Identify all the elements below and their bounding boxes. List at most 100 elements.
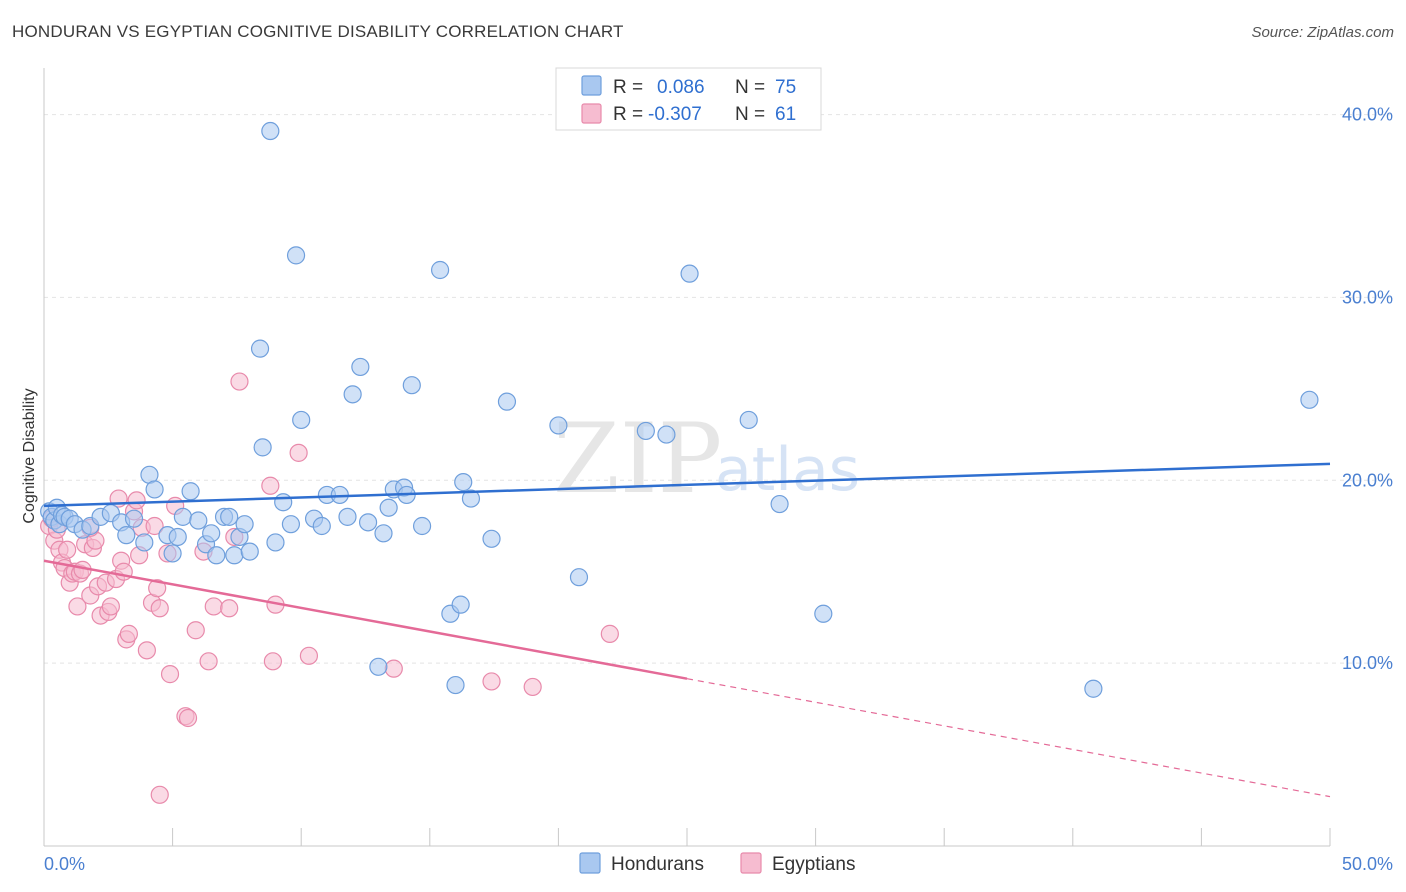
honduran-trend-line — [43, 462, 1331, 508]
honduran-point-61 — [451, 595, 470, 614]
egyptian-trend-line — [43, 559, 688, 680]
watermark-atlas: atlas — [715, 435, 860, 505]
egyptian-point-54 — [299, 646, 319, 665]
honduran-point-38 — [274, 493, 293, 512]
honduran-point-50 — [369, 657, 388, 676]
honduran-point-35 — [253, 438, 272, 457]
legend-swatch-hondurans — [581, 75, 602, 96]
chart-title: HONDURAN VS EGYPTIAN COGNITIVE DISABILIT… — [12, 22, 624, 41]
egyptian-trend-line-extension — [686, 678, 1331, 798]
trend-lines — [43, 462, 1331, 798]
y-tick-label-20: 20.0% — [1342, 470, 1393, 490]
honduran-points — [40, 121, 1319, 698]
legend-n-value-hondurans: 75 — [775, 77, 796, 98]
honduran-point-58 — [430, 260, 450, 280]
honduran-point-41 — [292, 410, 311, 430]
honduran-point-27 — [207, 546, 226, 565]
honduran-point-67 — [569, 568, 589, 587]
egyptian-point-43 — [186, 621, 205, 640]
legend-n-label-hondurans: N = — [735, 77, 765, 98]
egyptian-points — [40, 372, 619, 804]
x-tick-label-50: 50.0% — [1342, 854, 1393, 874]
bottom-legend-label-egyptians: Egyptians — [772, 854, 855, 875]
source-credit: Source: ZipAtlas.com — [1251, 24, 1394, 41]
honduran-point-73 — [814, 604, 833, 623]
legend-r-label-hondurans: R = — [613, 77, 643, 98]
egyptian-point-49 — [230, 372, 249, 391]
egyptian-point-28 — [119, 624, 138, 643]
legend-r-value-egyptians: -0.307 — [648, 104, 702, 125]
egyptian-point-7 — [58, 540, 77, 559]
bottom-legend: Hondurans Egyptians — [579, 852, 855, 875]
honduran-point-37 — [266, 533, 285, 552]
honduran-point-75 — [1300, 390, 1319, 409]
egyptian-point-33 — [137, 641, 156, 660]
egyptian-point-22 — [101, 597, 120, 616]
y-tick-labels: 10.0% 20.0% 30.0% 40.0% — [1342, 105, 1393, 674]
honduran-point-29 — [220, 507, 239, 526]
egyptian-point-47 — [220, 599, 239, 618]
honduran-point-64 — [482, 529, 501, 548]
egyptian-point-42 — [178, 708, 198, 728]
honduran-point-65 — [497, 392, 517, 411]
egyptian-point-57 — [523, 677, 542, 697]
egyptian-point-55 — [384, 659, 403, 678]
egyptian-point-56 — [482, 672, 501, 691]
honduran-point-74 — [1084, 679, 1103, 698]
bottom-legend-swatch-egyptians — [740, 852, 762, 874]
honduran-point-71 — [739, 410, 758, 430]
egyptian-point-53 — [289, 443, 308, 462]
egyptian-point-35 — [145, 516, 164, 536]
egyptian-point-51 — [263, 652, 283, 671]
honduran-point-51 — [374, 524, 393, 543]
egyptian-point-37 — [150, 599, 169, 618]
honduran-point-39 — [281, 515, 301, 534]
egyptian-point-58 — [600, 624, 619, 643]
honduran-point-63 — [461, 489, 481, 508]
honduran-point-72 — [770, 494, 789, 514]
honduran-point-48 — [351, 357, 370, 377]
honduran-point-34 — [250, 339, 270, 358]
honduran-point-68 — [636, 421, 655, 441]
honduran-point-18 — [145, 480, 164, 499]
bottom-legend-swatch-hondurans — [579, 852, 601, 874]
honduran-point-14 — [117, 526, 136, 545]
x-axis-ticks — [43, 828, 1331, 846]
honduran-point-23 — [181, 482, 200, 501]
honduran-point-21 — [168, 527, 187, 547]
y-tick-label-40: 40.0% — [1342, 105, 1393, 125]
honduran-point-62 — [454, 473, 473, 492]
egyptian-point-39 — [160, 665, 180, 684]
legend-r-label-egyptians: R = — [613, 104, 643, 125]
bottom-legend-label-hondurans: Hondurans — [611, 854, 704, 875]
legend-n-value-egyptians: 61 — [775, 104, 796, 125]
legend-n-label-egyptians: N = — [735, 104, 765, 125]
watermark: ZIP atlas — [553, 403, 860, 515]
honduran-point-49 — [358, 513, 378, 532]
honduran-point-30 — [225, 546, 244, 565]
honduran-point-47 — [343, 385, 362, 404]
egyptian-point-36 — [148, 579, 167, 598]
honduran-point-69 — [657, 425, 676, 444]
honduran-point-60 — [446, 675, 465, 695]
legend-swatch-egyptians — [581, 103, 602, 124]
egyptian-point-59 — [150, 785, 169, 804]
honduran-point-43 — [312, 516, 331, 536]
egyptian-point-30 — [127, 491, 146, 510]
y-tick-label-10: 10.0% — [1342, 653, 1393, 673]
egyptian-point-50 — [261, 476, 280, 495]
honduran-point-46 — [338, 507, 357, 526]
honduran-point-36 — [261, 121, 280, 141]
honduran-point-26 — [202, 524, 221, 543]
honduran-point-32 — [235, 515, 254, 534]
honduran-point-57 — [412, 516, 432, 536]
honduran-point-56 — [402, 376, 421, 395]
y-tick-label-30: 30.0% — [1342, 287, 1393, 307]
grid-lines — [44, 114, 1393, 664]
honduran-point-33 — [240, 542, 259, 561]
honduran-point-52 — [379, 498, 398, 517]
egyptian-point-11 — [68, 597, 87, 616]
x-tick-label-0: 0.0% — [44, 854, 85, 874]
honduran-point-15 — [124, 509, 144, 528]
